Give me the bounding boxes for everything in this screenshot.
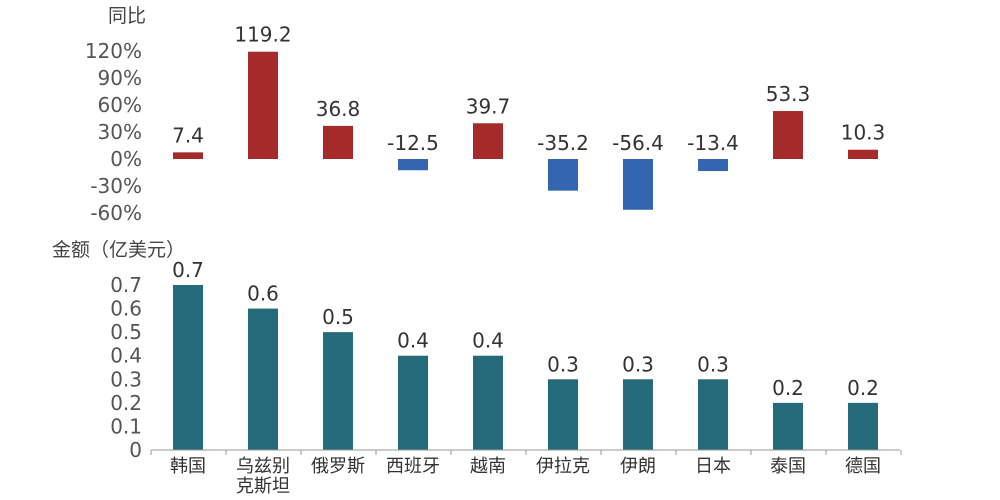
x-category-label: 俄罗斯 [311, 456, 365, 477]
yoy-growth-panel: 同比 120% 90% 60% 30% 0% -30% -60% 7.4 119.2 36.8 -12… [85, 5, 885, 225]
top-data-label: 53.3 [766, 82, 811, 106]
x-category-label: 乌兹别克斯坦 [236, 456, 290, 497]
bottom-bar [848, 402, 878, 450]
top-data-label: 7.4 [172, 123, 204, 147]
bottom-y-tick-label: 0.6 [110, 297, 142, 321]
bottom-bar [248, 308, 278, 450]
top-y-tick-label: -30% [90, 174, 142, 198]
top-data-label: -56.4 [612, 131, 664, 155]
top-bar [473, 123, 503, 159]
bottom-data-label: 0.3 [697, 352, 729, 376]
top-data-label: -12.5 [387, 131, 439, 155]
bottom-bar [173, 285, 203, 450]
x-category-label: 越南 [470, 456, 506, 477]
bottom-data-label: 0.2 [772, 376, 804, 400]
top-bar [773, 111, 803, 159]
x-category-label: 韩国 [170, 456, 206, 477]
bottom-y-tick-label: 0.7 [110, 273, 142, 297]
top-bar [173, 152, 203, 159]
x-category-label: 伊朗 [620, 456, 656, 477]
bottom-bar [473, 355, 503, 450]
x-category-label: 德国 [845, 456, 881, 477]
bottom-data-label: 0.6 [247, 282, 279, 306]
bottom-y-tick-label: 0 [129, 438, 142, 462]
bottom-bar [548, 379, 578, 450]
x-category-label: 西班牙 [386, 456, 440, 477]
top-data-label: 36.8 [316, 97, 361, 121]
bottom-bar [323, 332, 353, 450]
top-y-tick-label: 90% [98, 66, 142, 90]
bottom-data-label: 0.3 [547, 352, 579, 376]
bottom-data-label: 0.3 [622, 352, 654, 376]
x-category-label: 伊拉克 [536, 456, 590, 477]
x-category-label: 日本 [695, 456, 731, 477]
bottom-y-tick-label: 0.2 [110, 391, 142, 415]
top-y-tick-label: 0% [110, 147, 142, 171]
bottom-bar [398, 355, 428, 450]
bottom-data-label: 0.4 [472, 329, 504, 353]
top-bar [398, 159, 428, 171]
top-data-label: 39.7 [466, 94, 511, 118]
bottom-bar [773, 402, 803, 450]
top-y-tick-label: -60% [90, 201, 142, 225]
top-y-tick-label: 60% [98, 93, 142, 117]
bottom-bar [623, 379, 653, 450]
top-y-axis-title: 同比 [108, 5, 146, 27]
top-data-label: 119.2 [234, 23, 291, 47]
bottom-y-tick-label: 0.3 [110, 367, 142, 391]
top-data-label: 10.3 [841, 121, 886, 145]
top-bar [623, 159, 653, 210]
top-bar [548, 159, 578, 191]
top-data-label: -35.2 [537, 131, 589, 155]
bottom-data-label: 0.5 [322, 305, 354, 329]
bottom-y-axis-title: 金额（亿美元） [52, 239, 185, 261]
x-category-label: 泰国 [770, 456, 806, 477]
top-data-label: -13.4 [687, 131, 739, 155]
bottom-data-label: 0.4 [397, 329, 429, 353]
top-bar [248, 51, 278, 159]
top-bar [848, 149, 878, 159]
bottom-y-tick-label: 0.1 [110, 414, 142, 438]
bottom-data-label: 0.7 [172, 258, 204, 282]
bottom-data-label: 0.2 [847, 376, 879, 400]
top-bar [323, 125, 353, 159]
amount-panel: 金额（亿美元）0.70.60.50.40.30.20.100.70.60.50.… [52, 239, 902, 497]
bottom-bar [698, 379, 728, 450]
top-y-tick-label: 30% [98, 120, 142, 144]
top-y-tick-label: 120% [85, 39, 142, 63]
top-bar [698, 159, 728, 172]
bottom-y-tick-label: 0.4 [110, 344, 142, 368]
bottom-y-tick-label: 0.5 [110, 320, 142, 344]
